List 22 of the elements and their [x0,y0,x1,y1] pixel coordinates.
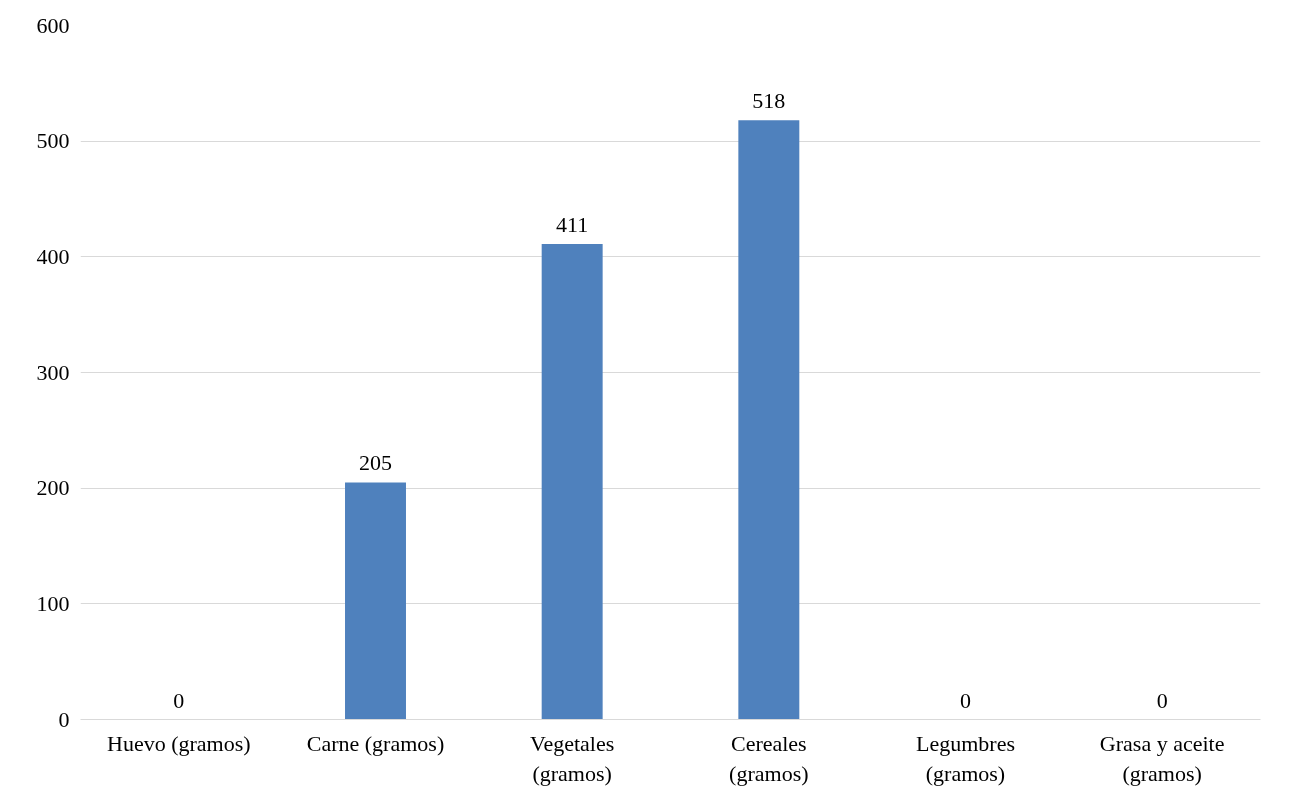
x-tick-label: Grasa y aceite (gramos) [1099,730,1225,786]
y-tick-label: 600 [36,12,70,38]
x-tick-label: Vegetales (gramos) [530,730,615,786]
y-tick-label: 0 [58,706,70,732]
y-tick-label: 200 [36,475,70,501]
y-tick-label: 500 [36,128,70,154]
y-tick-label: 400 [36,243,70,269]
bar [541,244,603,720]
y-tick-label: 100 [36,590,70,616]
data-label: 0 [960,687,971,713]
x-tick-label: Cereales (gramos) [729,730,809,786]
x-tick-label: Legumbres (gramos) [916,730,1015,786]
x-tick-label: Carne (gramos) [306,730,445,756]
data-label: 205 [359,450,392,476]
data-label: 518 [752,88,786,114]
data-label: 411 [556,212,589,238]
data-label: 0 [1156,687,1168,713]
bar [345,482,406,720]
data-label: 0 [173,687,185,713]
x-tick-label: Huevo (gramos) [107,730,251,756]
y-tick-label: 300 [36,359,70,385]
bar [738,120,800,720]
